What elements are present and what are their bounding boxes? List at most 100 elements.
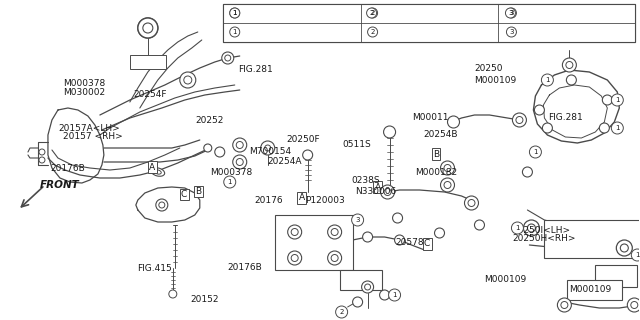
Circle shape [563,58,577,72]
Text: FIG.281: FIG.281 [548,113,583,122]
Text: M000453: M000453 [522,28,560,36]
Text: M030002: M030002 [63,88,105,97]
Circle shape [611,94,623,106]
Circle shape [367,8,376,18]
Text: 2: 2 [369,10,374,16]
Circle shape [444,164,451,172]
Text: 20176B: 20176B [227,263,262,272]
Circle shape [328,225,342,239]
Circle shape [616,240,632,256]
Text: M700154: M700154 [250,147,291,156]
Text: 1: 1 [232,10,237,16]
Circle shape [230,8,240,18]
Circle shape [631,301,638,308]
Circle shape [506,8,515,18]
Circle shape [522,167,532,177]
Circle shape [543,123,552,133]
Text: (1607-): (1607-) [574,28,605,36]
Text: 3: 3 [509,10,514,16]
Text: 2: 2 [371,29,375,35]
Text: 2: 2 [339,309,344,315]
Circle shape [303,150,313,160]
Circle shape [474,220,484,230]
Bar [275,215,353,270]
Text: N330006: N330006 [355,187,396,196]
Text: A201001170: A201001170 [564,4,621,13]
Text: A: A [374,182,381,191]
Circle shape [221,52,234,64]
Text: 20252: 20252 [195,116,223,125]
Text: A: A [149,163,156,172]
Circle shape [233,155,247,169]
Circle shape [534,105,545,115]
Circle shape [291,254,298,261]
Text: M000380: M000380 [383,9,422,18]
Circle shape [440,178,454,192]
Text: 20254A: 20254A [268,157,301,166]
Circle shape [392,213,403,223]
Circle shape [143,23,153,33]
Text: A: A [299,193,305,202]
Text: 20157A<LH>: 20157A<LH> [59,124,120,133]
Text: B: B [433,150,439,159]
Circle shape [383,126,396,138]
Circle shape [465,196,479,210]
Circle shape [236,141,243,148]
Circle shape [225,55,231,61]
Circle shape [215,147,225,157]
Text: 2: 2 [371,10,375,16]
Text: 3: 3 [508,10,513,16]
Circle shape [444,181,451,188]
Text: M000395: M000395 [520,9,559,18]
Circle shape [365,284,371,290]
Text: M000453: M000453 [381,28,420,36]
Circle shape [516,116,523,124]
Circle shape [435,228,445,238]
Text: 1: 1 [515,225,520,231]
Ellipse shape [154,170,161,174]
Circle shape [468,199,475,206]
Text: M000378: M000378 [210,168,252,177]
Circle shape [395,235,404,245]
Text: 3: 3 [355,217,360,223]
Circle shape [381,185,395,199]
Text: M000109: M000109 [474,76,516,85]
Circle shape [39,149,45,155]
Text: M000109: M000109 [484,276,527,284]
Circle shape [362,281,374,293]
Text: N350022: N350022 [244,28,283,36]
Circle shape [506,27,516,37]
Circle shape [599,123,609,133]
Ellipse shape [151,168,164,176]
Text: (-1607): (-1607) [436,9,467,18]
Bar [223,4,636,42]
Text: M000380: M000380 [381,9,420,18]
Circle shape [447,116,460,128]
Circle shape [566,75,577,85]
Text: (1607-): (1607-) [436,28,467,36]
Text: M000182: M000182 [415,168,458,177]
Circle shape [367,8,378,18]
Bar [130,55,166,69]
Text: 1: 1 [232,29,237,35]
Text: N350022: N350022 [244,28,283,36]
Circle shape [39,157,45,163]
Text: 1: 1 [232,10,237,16]
Circle shape [367,27,378,37]
Circle shape [511,222,524,234]
Circle shape [331,228,338,236]
Circle shape [602,95,612,105]
Circle shape [557,298,572,312]
Bar [223,4,636,42]
Bar [545,220,640,258]
Circle shape [335,306,348,318]
Circle shape [513,113,527,127]
Text: FIG.415: FIG.415 [138,264,172,273]
Circle shape [156,199,168,211]
Text: 20157 <RH>: 20157 <RH> [63,132,122,141]
Text: 3: 3 [509,29,514,35]
Text: 1: 1 [392,292,397,298]
Circle shape [288,251,301,265]
Text: M000109: M000109 [570,285,612,294]
Text: N350032: N350032 [244,9,283,18]
